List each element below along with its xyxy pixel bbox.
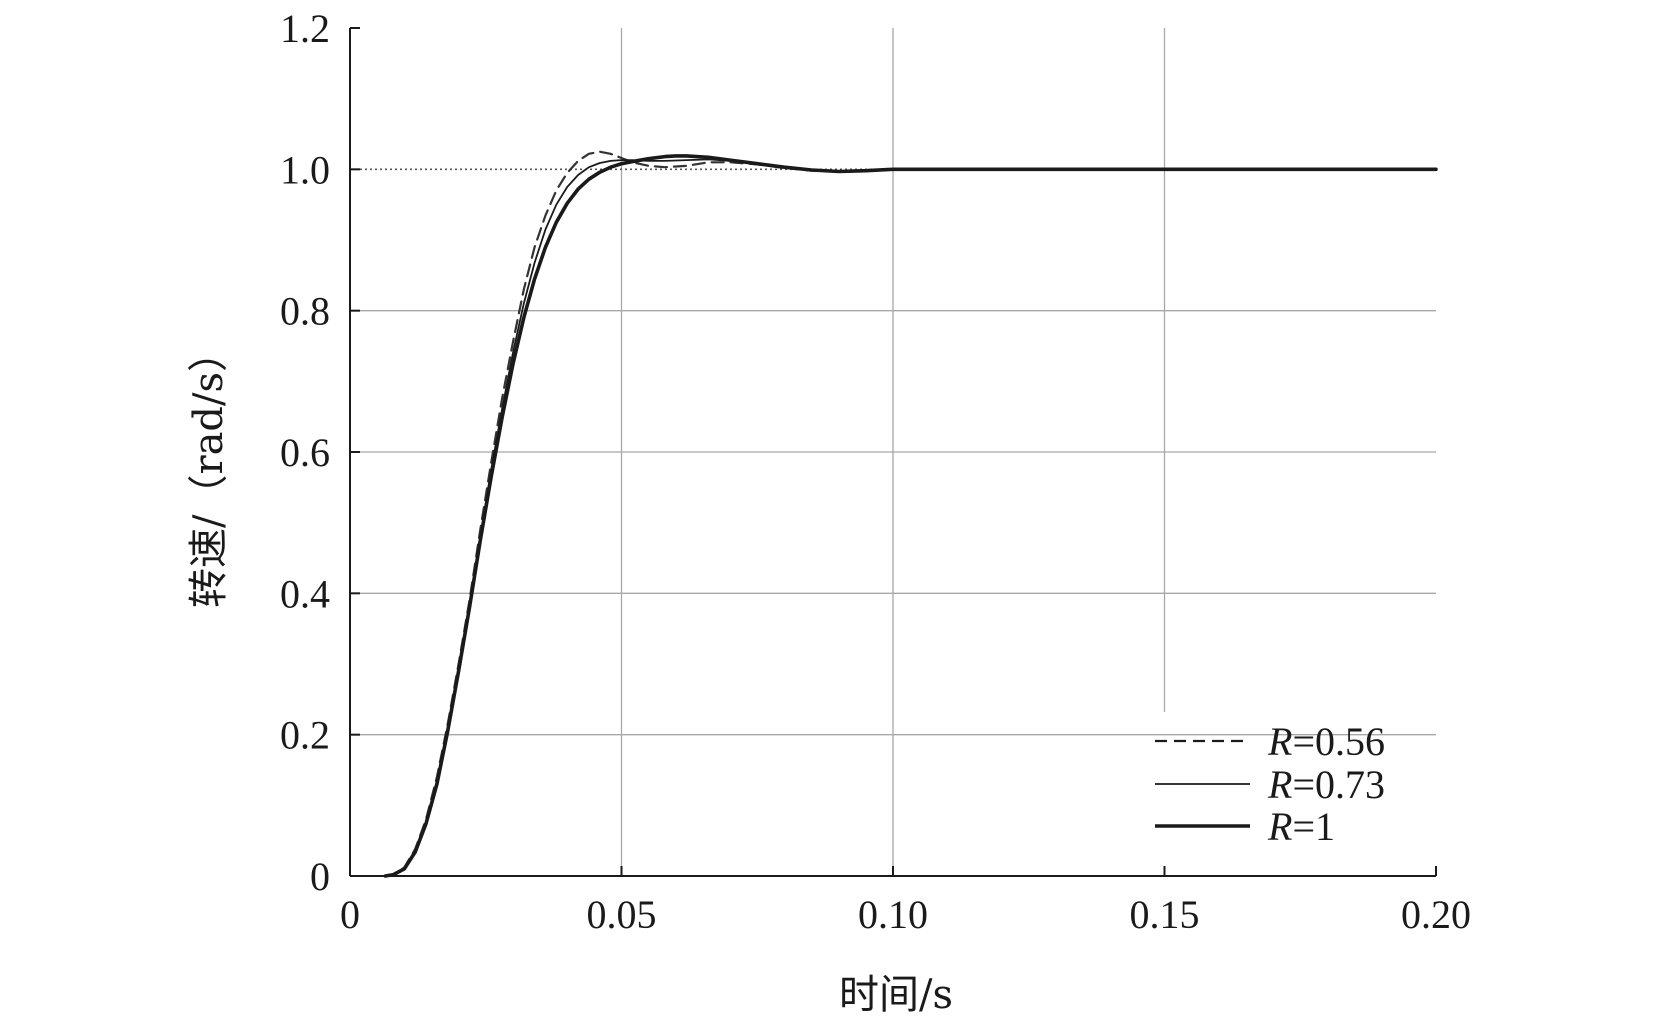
x-axis-title: 时间/s (839, 972, 953, 1018)
legend-label: R=1 (1267, 804, 1335, 849)
legend-label-symbol: R (1267, 804, 1292, 849)
legend-label-value: =1 (1292, 804, 1335, 849)
legend: R=0.56R=0.73R=1 (1155, 719, 1385, 849)
series-lines (383, 150, 1438, 878)
series-line (383, 154, 1438, 878)
y-tick-label: 0.2 (280, 713, 330, 758)
x-tick-label: 0 (340, 892, 360, 937)
y-tick-label: 0 (310, 854, 330, 899)
legend-label-value: =0.56 (1292, 719, 1385, 764)
x-tick-label: 0.15 (1130, 892, 1200, 937)
y-tick-label: 1.0 (280, 147, 330, 192)
legend-label-symbol: R (1267, 762, 1292, 807)
y-tick-label: 0.8 (280, 289, 330, 334)
legend-label: R=0.73 (1267, 762, 1385, 807)
y-tick-label: 0.4 (280, 571, 330, 616)
legend-label-symbol: R (1267, 719, 1292, 764)
tick-labels: 0 0.05 0.10 0.15 0.20 0 0.2 0.4 0.6 0.8 1.0 1.2 (280, 6, 1471, 937)
axes (349, 27, 1437, 877)
x-tick-label: 0.05 (587, 892, 657, 937)
y-tick-label: 1.2 (280, 6, 330, 51)
y-axis-title: 转速/（rad/s） (186, 332, 232, 608)
legend-label-value: =0.73 (1292, 762, 1385, 807)
x-tick-label: 0.20 (1401, 892, 1471, 937)
x-tick-label: 0.10 (858, 892, 928, 937)
y-tick-label: 0.6 (280, 430, 330, 475)
legend-label: R=0.56 (1267, 719, 1385, 764)
